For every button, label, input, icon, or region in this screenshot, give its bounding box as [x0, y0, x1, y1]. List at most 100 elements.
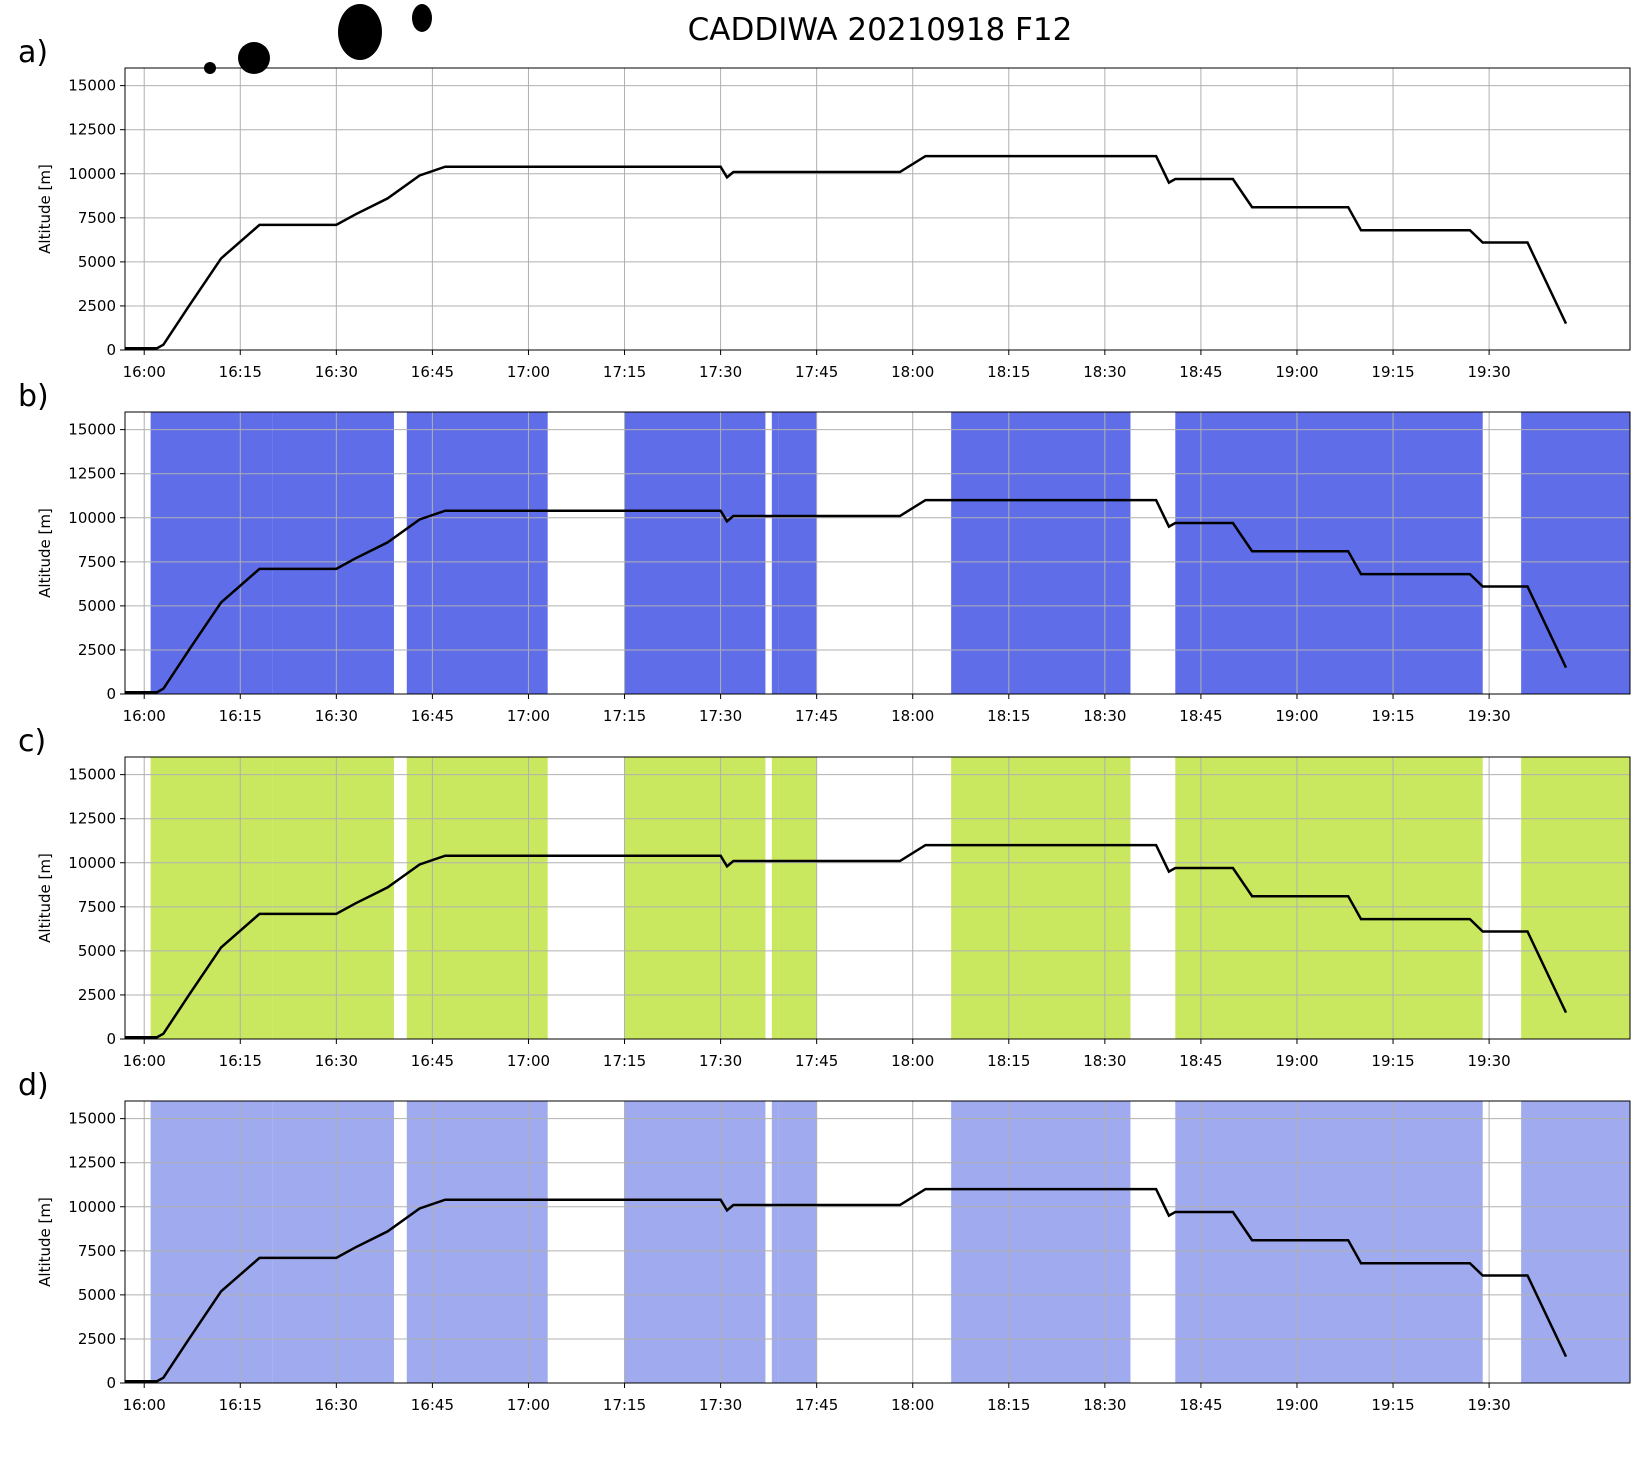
x-tick-label: 18:15 — [987, 1052, 1030, 1070]
data-window — [771, 1101, 779, 1383]
x-tick-label: 16:15 — [219, 1052, 262, 1070]
x-tick-label: 18:30 — [1083, 707, 1126, 725]
y-tick-label: 0 — [106, 341, 116, 359]
data-window — [272, 1101, 394, 1383]
y-tick-label: 10000 — [68, 1198, 116, 1216]
x-tick-label: 17:45 — [795, 707, 838, 725]
data-window — [778, 412, 817, 694]
plot-frame — [124, 756, 1631, 1040]
x-tick-label: 16:00 — [123, 1052, 166, 1070]
x-tick-label: 18:15 — [987, 363, 1030, 381]
x-tick-label: 17:15 — [603, 363, 646, 381]
y-tick-label: 0 — [106, 685, 116, 703]
y-tick-label: 0 — [106, 1030, 116, 1048]
x-tick-label: 17:00 — [507, 1052, 550, 1070]
x-tick-label: 19:15 — [1371, 363, 1414, 381]
flight-altitude-line — [125, 498, 1568, 694]
data-window — [150, 412, 273, 694]
panel-label: a) — [18, 35, 48, 70]
data-window — [406, 412, 548, 694]
data-window — [1175, 1101, 1483, 1383]
y-tick-label: 7500 — [78, 553, 116, 571]
y-tick-label: 12500 — [68, 121, 116, 139]
x-tick-label: 16:30 — [315, 1396, 358, 1414]
x-tick-label: 16:30 — [315, 363, 358, 381]
panel-label: c) — [18, 724, 46, 759]
x-tick-label: 18:15 — [987, 1396, 1030, 1414]
y-tick-label: 10000 — [68, 854, 116, 872]
data-window — [1175, 757, 1483, 1039]
data-window — [150, 757, 273, 1039]
y-tick-label: 12500 — [68, 1154, 116, 1172]
x-tick-label: 19:00 — [1275, 707, 1318, 725]
data-window — [272, 412, 394, 694]
y-tick-label: 0 — [106, 1374, 116, 1392]
y-tick-label: 15000 — [68, 1110, 116, 1128]
y-axis-label: Altitude [m] — [36, 164, 54, 254]
data-window — [951, 1101, 1131, 1383]
y-tick-label: 15000 — [68, 77, 116, 95]
x-tick-label: 19:00 — [1275, 363, 1318, 381]
x-tick-label: 19:15 — [1371, 1052, 1414, 1070]
data-window — [272, 757, 394, 1039]
x-tick-label: 18:30 — [1083, 1396, 1126, 1414]
x-tick-label: 16:15 — [219, 707, 262, 725]
x-tick-label: 18:00 — [891, 1396, 934, 1414]
x-tick-label: 18:45 — [1179, 1052, 1222, 1070]
y-tick-label: 7500 — [78, 1242, 116, 1260]
x-tick-label: 17:00 — [507, 707, 550, 725]
x-tick-label: 18:45 — [1179, 1396, 1222, 1414]
x-tick-label: 16:00 — [123, 707, 166, 725]
x-tick-label: 18:00 — [891, 363, 934, 381]
x-tick-label: 19:00 — [1275, 1396, 1318, 1414]
plot-frame — [124, 411, 1631, 695]
x-tick-label: 17:45 — [795, 363, 838, 381]
x-tick-label: 17:30 — [699, 1396, 742, 1414]
data-window — [1175, 412, 1483, 694]
x-tick-label: 19:30 — [1467, 1052, 1510, 1070]
y-tick-label: 7500 — [78, 898, 116, 916]
data-window — [406, 757, 548, 1039]
x-tick-label: 19:15 — [1371, 707, 1414, 725]
x-tick-label: 16:45 — [411, 1396, 454, 1414]
x-tick-label: 19:30 — [1467, 707, 1510, 725]
flight-altitude-line — [125, 1187, 1568, 1383]
x-tick-label: 16:45 — [411, 363, 454, 381]
plot-frame — [124, 1100, 1631, 1384]
x-tick-label: 16:30 — [315, 1052, 358, 1070]
x-tick-label: 16:45 — [411, 707, 454, 725]
panel-label: b) — [18, 379, 49, 414]
data-window — [1521, 757, 1630, 1039]
y-axis-label: Altitude [m] — [36, 853, 54, 943]
x-tick-label: 17:15 — [603, 1396, 646, 1414]
y-tick-label: 10000 — [68, 165, 116, 183]
data-window — [1521, 1101, 1630, 1383]
x-tick-label: 19:15 — [1371, 1396, 1414, 1414]
x-tick-label: 19:00 — [1275, 1052, 1318, 1070]
data-window — [778, 1101, 817, 1383]
y-axis-label: Altitude [m] — [36, 1197, 54, 1287]
x-tick-label: 18:00 — [891, 1052, 934, 1070]
x-tick-label: 19:30 — [1467, 1396, 1510, 1414]
x-tick-label: 17:00 — [507, 363, 550, 381]
data-window — [771, 757, 779, 1039]
plot-frame — [124, 67, 1631, 351]
y-tick-label: 12500 — [68, 810, 116, 828]
y-tick-label: 15000 — [68, 766, 116, 784]
data-window — [951, 757, 1131, 1039]
x-tick-label: 17:30 — [699, 363, 742, 381]
x-tick-label: 17:30 — [699, 707, 742, 725]
x-tick-label: 17:45 — [795, 1052, 838, 1070]
map-inset — [204, 4, 432, 74]
data-window — [624, 1101, 766, 1383]
data-window — [778, 757, 817, 1039]
data-window — [624, 412, 766, 694]
x-tick-label: 18:45 — [1179, 363, 1222, 381]
x-tick-label: 17:00 — [507, 1396, 550, 1414]
y-tick-label: 12500 — [68, 465, 116, 483]
y-tick-label: 2500 — [78, 1330, 116, 1348]
x-tick-label: 17:15 — [603, 707, 646, 725]
x-tick-label: 18:45 — [1179, 707, 1222, 725]
x-tick-label: 17:15 — [603, 1052, 646, 1070]
x-tick-label: 16:15 — [219, 363, 262, 381]
